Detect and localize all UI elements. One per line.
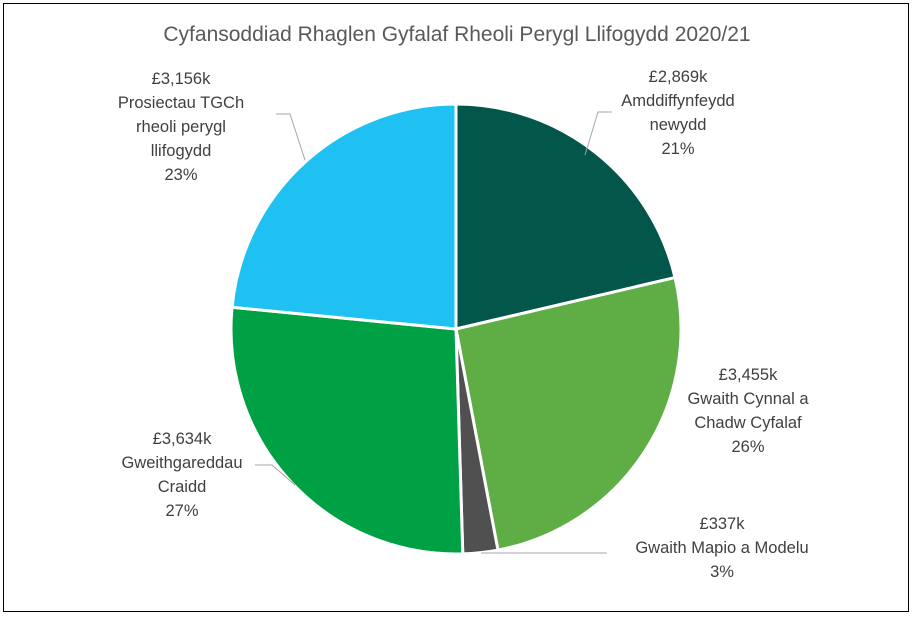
pie-slice-5 [230, 102, 458, 331]
category-label: Chadw Cyfalaf [694, 414, 802, 432]
data-label-1: £2,869k Amddiffynfeydd newydd 21% [621, 68, 734, 158]
category-label: newydd [650, 116, 707, 134]
percent-label: 23% [164, 166, 197, 184]
data-label-5: £3,156k Prosiectau TGCh rheoli perygl llifo… [118, 70, 244, 184]
percent-label: 3% [710, 563, 734, 581]
value-label: £2,869k [649, 68, 708, 86]
percent-label: 26% [731, 438, 764, 456]
chart-title: Cyfansoddiad Rhaglen Gyfalaf Rheoli Pery… [163, 23, 750, 46]
leader-line-1 [584, 111, 612, 156]
data-label-2: £3,455k Gwaith Cynnal a Chadw Cyfalaf 26% [687, 366, 809, 456]
category-label: llifogydd [151, 142, 212, 160]
category-label: Gwaith Cynnal a [687, 390, 809, 408]
value-label: £3,455k [719, 366, 778, 384]
category-label: Craidd [158, 478, 207, 496]
category-label: Gweithgareddau [121, 454, 242, 472]
value-label: £337k [700, 515, 746, 533]
pie-slices [229, 102, 683, 556]
category-label: Gwaith Mapio a Modelu [635, 539, 808, 557]
percent-label: 27% [165, 502, 198, 520]
category-label: Prosiectau TGCh [118, 94, 244, 112]
pie-slice-1 [454, 102, 677, 331]
data-label-3: £337k Gwaith Mapio a Modelu 3% [635, 515, 808, 581]
percent-label: 21% [661, 140, 694, 158]
leader-lines [255, 111, 612, 554]
data-labels: £2,869k Amddiffynfeydd newydd 21% £3,455k Gwa… [118, 68, 809, 581]
value-label: £3,156k [152, 70, 211, 88]
category-label: rheoli perygl [136, 118, 226, 136]
category-label: Amddiffynfeydd [621, 92, 734, 110]
leader-line-5 [276, 113, 306, 161]
data-label-4: £3,634k Gweithgareddau Craidd 27% [121, 430, 242, 520]
pie-slice-4 [229, 305, 465, 556]
pie-slice-2 [454, 276, 683, 552]
leader-line-4 [255, 464, 296, 486]
value-label: £3,634k [153, 430, 212, 448]
